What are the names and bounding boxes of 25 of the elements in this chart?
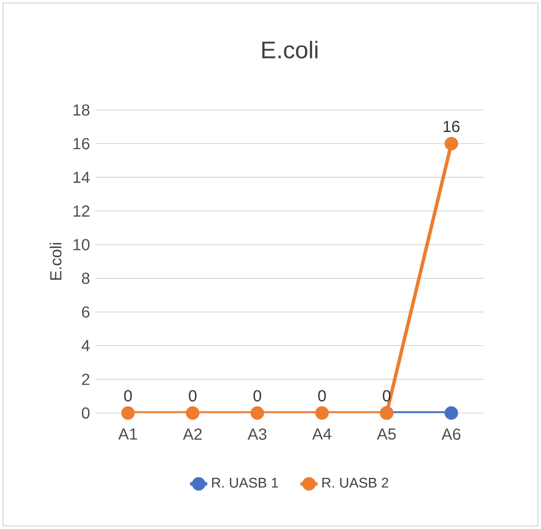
legend-label: R. UASB 2	[322, 478, 388, 488]
data-label: 0	[188, 390, 196, 402]
y-tick-label: 18	[74, 104, 90, 116]
legend-label: R. UASB 1	[212, 478, 278, 488]
x-tick-label: A5	[376, 428, 396, 440]
x-tick-label: A6	[442, 428, 460, 440]
x-tick-label: A4	[312, 428, 332, 440]
data-label: 0	[254, 390, 262, 402]
x-tick-label: A2	[182, 428, 202, 440]
y-tick-label: 2	[82, 374, 90, 385]
y-tick-label: 14	[74, 172, 90, 183]
y-tick-label: 4	[82, 340, 90, 352]
x-tick-label: A3	[248, 428, 266, 440]
y-tick-label: 0	[82, 407, 90, 419]
y-tick-label: 6	[82, 306, 90, 318]
data-label: 0	[318, 390, 326, 402]
x-tick-label: A1	[118, 428, 137, 440]
y-tick-label: 12	[74, 205, 90, 217]
y-tick-label: 10	[74, 238, 90, 250]
y-tick-label: 16	[74, 138, 90, 150]
data-label: 0	[124, 390, 132, 402]
y-tick-label: 8	[82, 272, 90, 284]
y-axis-title: E.coli	[50, 243, 62, 280]
data-label: 16	[444, 120, 460, 132]
chart-title: E.coli	[262, 40, 318, 58]
